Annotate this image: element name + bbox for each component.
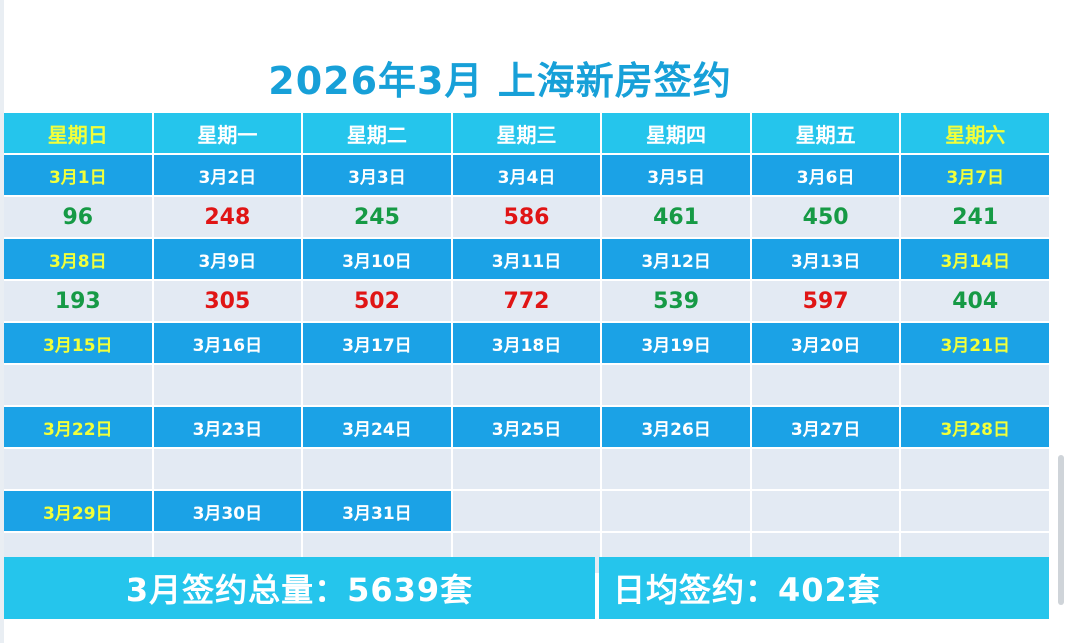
weekday-header: 星期六 (901, 113, 1049, 153)
date-cell: 3月5日 (602, 155, 750, 195)
date-cell: 3月7日 (901, 155, 1049, 195)
date-cell: 3月20日 (751, 323, 900, 363)
date-cell: 3月24日 (303, 407, 451, 447)
weekday-header: 星期日 (4, 113, 152, 153)
calendar-grid: 星期日 星期一 星期二 星期三 星期四 星期五 星期六 3月1日 3月2日 3月3日 3月4日 3月5… (4, 113, 1049, 573)
empty-value-cell (751, 449, 900, 489)
date-cell: 3月11日 (452, 239, 601, 279)
signing-count: 539 (602, 281, 750, 321)
date-cell: 3月26日 (602, 407, 750, 447)
monthly-total: 3月签约总量：5639套 (4, 557, 595, 619)
weekday-header: 星期三 (452, 113, 601, 153)
empty-value-cell (901, 365, 1049, 405)
date-cell: 3月14日 (901, 239, 1049, 279)
empty-value-cell (303, 365, 451, 405)
date-cell: 3月31日 (303, 491, 451, 531)
date-cell: 3月25日 (452, 407, 601, 447)
date-cell: 3月2日 (153, 155, 302, 195)
signing-count: 96 (4, 197, 152, 237)
scrollbar[interactable] (1058, 455, 1064, 605)
date-cell: 3月29日 (4, 491, 152, 531)
date-cell: 3月23日 (153, 407, 302, 447)
signing-count: 586 (452, 197, 601, 237)
summary-footer: 3月签约总量：5639套 日均签约：402套 (4, 557, 1049, 619)
signing-count: 772 (452, 281, 601, 321)
empty-value-cell (452, 365, 601, 405)
signing-count: 597 (751, 281, 900, 321)
date-cell: 3月21日 (901, 323, 1049, 363)
signing-count: 245 (303, 197, 451, 237)
signing-count: 241 (901, 197, 1049, 237)
empty-value-cell (602, 365, 750, 405)
date-cell: 3月22日 (4, 407, 152, 447)
date-cell: 3月19日 (602, 323, 750, 363)
empty-value-cell (901, 449, 1049, 489)
empty-value-cell (602, 449, 750, 489)
page-title: 2026年3月 上海新房签约 (268, 59, 732, 103)
date-cell: 3月3日 (303, 155, 451, 195)
date-cell: 3月16日 (153, 323, 302, 363)
date-cell: 3月1日 (4, 155, 152, 195)
date-cell: 3月9日 (153, 239, 302, 279)
signing-count: 248 (153, 197, 302, 237)
signing-count: 502 (303, 281, 451, 321)
empty-value-cell (4, 365, 152, 405)
date-cell: 3月6日 (751, 155, 900, 195)
empty-date-cell (751, 491, 900, 531)
empty-value-cell (303, 449, 451, 489)
empty-date-cell (452, 491, 601, 531)
signing-count: 450 (751, 197, 900, 237)
empty-value-cell (751, 365, 900, 405)
left-edge (0, 0, 4, 643)
date-cell: 3月12日 (602, 239, 750, 279)
date-cell: 3月13日 (751, 239, 900, 279)
date-cell: 3月28日 (901, 407, 1049, 447)
date-cell: 3月10日 (303, 239, 451, 279)
empty-value-cell (4, 449, 152, 489)
weekday-header: 星期一 (153, 113, 302, 153)
date-cell: 3月15日 (4, 323, 152, 363)
empty-value-cell (153, 365, 302, 405)
weekday-header: 星期二 (303, 113, 451, 153)
empty-value-cell (153, 449, 302, 489)
empty-date-cell (602, 491, 750, 531)
empty-date-cell (901, 491, 1049, 531)
date-cell: 3月30日 (153, 491, 302, 531)
date-cell: 3月8日 (4, 239, 152, 279)
signing-count: 193 (4, 281, 152, 321)
daily-average: 日均签约：402套 (599, 557, 1049, 619)
weekday-header: 星期五 (751, 113, 900, 153)
signing-count: 461 (602, 197, 750, 237)
empty-value-cell (452, 449, 601, 489)
date-cell: 3月17日 (303, 323, 451, 363)
signing-count: 305 (153, 281, 302, 321)
weekday-header: 星期四 (602, 113, 750, 153)
date-cell: 3月4日 (452, 155, 601, 195)
date-cell: 3月27日 (751, 407, 900, 447)
signing-count: 404 (901, 281, 1049, 321)
date-cell: 3月18日 (452, 323, 601, 363)
